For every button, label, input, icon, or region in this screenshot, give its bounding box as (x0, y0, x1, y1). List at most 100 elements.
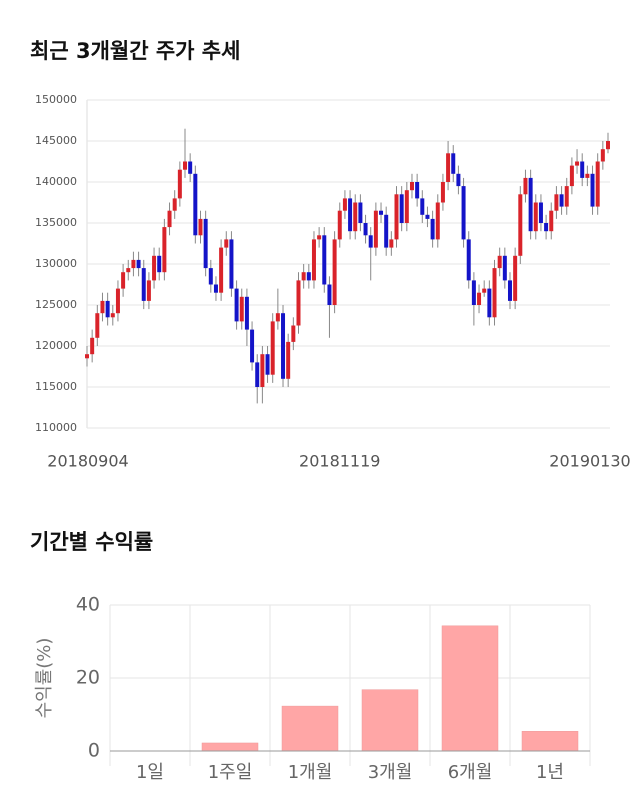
candle-body (291, 325, 296, 342)
candle-body (301, 272, 306, 281)
candle-body (255, 362, 260, 387)
candle-body (183, 161, 188, 170)
candle-body (115, 288, 120, 314)
candle-body (337, 210, 342, 240)
candle-body (425, 214, 430, 219)
candle-body (600, 149, 605, 162)
y-tick-label: 145000 (35, 134, 77, 147)
candle-body (157, 255, 162, 273)
candle-body (146, 280, 151, 301)
candle-body (446, 153, 451, 182)
x-tick-label: 6개월 (448, 762, 493, 783)
bar (521, 731, 579, 752)
candle-body (533, 202, 538, 232)
candle-body (420, 198, 425, 215)
candle-body (342, 198, 347, 211)
x-tick-label: 1주일 (208, 762, 253, 783)
candle-body (606, 141, 610, 150)
candle-body (193, 173, 198, 236)
candle-body (549, 210, 554, 232)
candle-body (461, 186, 466, 240)
y-tick-label: 110000 (35, 421, 77, 434)
candle-body (167, 210, 172, 228)
candle-body (286, 341, 291, 379)
candle-body (322, 235, 327, 285)
candle-body (229, 239, 234, 289)
candle-body (477, 292, 482, 305)
candle-body (451, 153, 456, 174)
y-tick-label: 125000 (35, 298, 77, 311)
y-tick-label: 135000 (35, 216, 77, 229)
x-tick-label: 1일 (136, 762, 164, 783)
y-tick-label: 130000 (35, 257, 77, 270)
x-tick-label: 1개월 (288, 762, 333, 783)
candle-body (585, 173, 590, 178)
candle-body (456, 173, 461, 187)
candle-body (219, 247, 224, 293)
candle-body (250, 329, 255, 363)
candle-body (234, 288, 239, 322)
candle-body (389, 239, 394, 248)
candle-body (492, 268, 497, 318)
candle-body (224, 239, 229, 248)
y-tick-label: 115000 (35, 380, 77, 393)
candle-body (270, 321, 275, 375)
candle-body (502, 255, 507, 281)
candle-body (121, 272, 126, 289)
candle-body (430, 218, 435, 240)
candle-body (471, 280, 476, 305)
candle-body (538, 202, 543, 223)
candle-body (595, 161, 600, 207)
candle-body (281, 313, 286, 379)
candle-body (466, 239, 471, 281)
x-tick-label: 20181119 (299, 452, 380, 471)
bar (201, 742, 259, 752)
candle-body (172, 198, 177, 211)
candle-body (435, 202, 440, 240)
candle-body (141, 268, 146, 301)
candle-body (85, 354, 89, 359)
candle-body (327, 284, 332, 305)
x-tick-label: 1년 (536, 762, 564, 783)
candle-body (363, 223, 368, 236)
candle-body (569, 165, 574, 187)
x-tick-label: 20190130 (549, 452, 630, 471)
candle-body (95, 313, 100, 338)
candle-body (239, 296, 244, 322)
x-tick-label: 3개월 (368, 762, 413, 783)
candle-body (306, 272, 311, 281)
candle-body (379, 210, 384, 215)
candle-body (507, 280, 512, 301)
candle-body (384, 214, 389, 248)
candle-body (404, 190, 409, 223)
candle-body (528, 177, 533, 232)
candle-body (415, 182, 420, 199)
candle-body (203, 218, 208, 269)
y-tick-label: 20 (76, 667, 100, 689)
bar (281, 705, 339, 752)
candle-body (580, 161, 585, 178)
candle-body (296, 280, 301, 326)
candle-body (131, 259, 136, 269)
y-tick-label: 40 (76, 594, 100, 616)
candle-body (358, 202, 363, 223)
y-tick-label: 150000 (35, 93, 77, 106)
candle-body (513, 255, 518, 301)
candle-body (518, 194, 523, 256)
candle-body (152, 255, 157, 281)
candle-body (523, 177, 528, 195)
candle-body (188, 161, 193, 174)
bar (361, 689, 419, 752)
candle-body (208, 268, 213, 285)
candle-body (177, 169, 182, 199)
candle-body (482, 288, 487, 293)
candle-body (348, 198, 353, 232)
candle-body (440, 182, 445, 203)
candle-body (332, 239, 337, 305)
candle-body (544, 223, 549, 232)
candle-body (368, 235, 373, 248)
candle-body (213, 284, 218, 293)
y-tick-label: 120000 (35, 339, 77, 352)
